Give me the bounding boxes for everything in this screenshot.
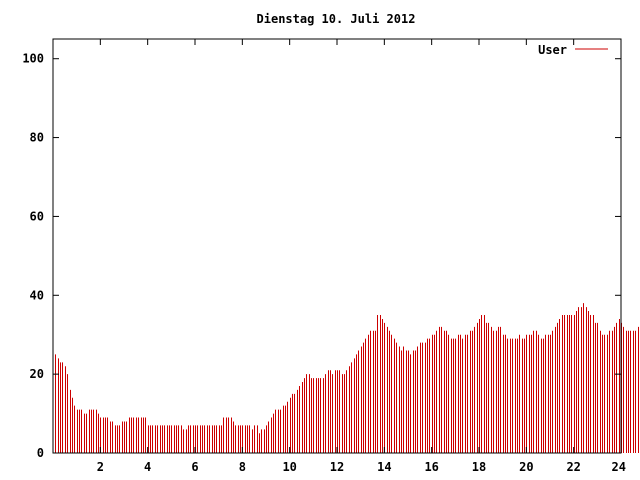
x-tick-label: 4 — [144, 460, 151, 474]
y-tick-label: 20 — [30, 367, 44, 381]
x-tick-label: 20 — [519, 460, 533, 474]
legend: User — [538, 43, 608, 57]
y-tick-label: 100 — [22, 52, 44, 66]
legend-label-user: User — [538, 43, 567, 57]
x-tick-label: 10 — [282, 460, 296, 474]
y-axis: 0 20 40 60 80 100 — [22, 52, 621, 460]
x-tick-label: 8 — [239, 460, 246, 474]
x-tick-label: 18 — [472, 460, 486, 474]
x-tick-label: 22 — [566, 460, 580, 474]
x-axis: 2 4 6 8 10 12 14 16 18 20 22 24 — [97, 39, 626, 474]
y-tick-label: 0 — [37, 446, 44, 460]
x-tick-label: 14 — [377, 460, 391, 474]
y-tick-label: 40 — [30, 288, 44, 302]
y-tick-label: 80 — [30, 131, 44, 145]
x-tick-label: 12 — [330, 460, 344, 474]
x-tick-label: 16 — [424, 460, 438, 474]
data-bars — [55, 303, 639, 453]
x-tick-label: 24 — [612, 460, 626, 474]
x-tick-label: 2 — [97, 460, 104, 474]
chart-title: Dienstag 10. Juli 2012 — [257, 12, 416, 26]
y-tick-label: 60 — [30, 209, 44, 223]
x-tick-label: 6 — [191, 460, 198, 474]
